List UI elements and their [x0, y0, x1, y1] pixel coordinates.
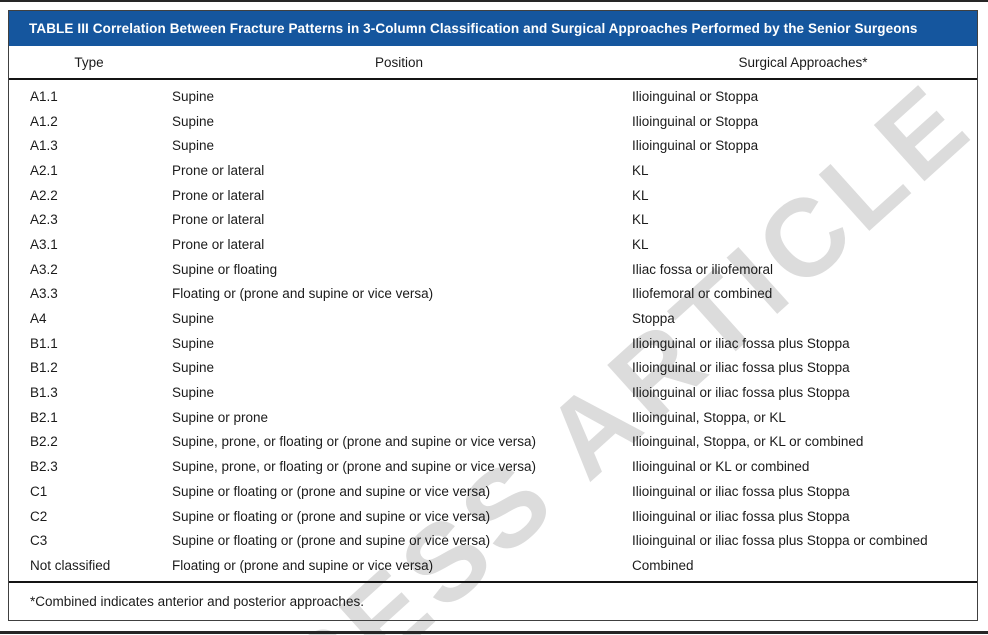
table-title: TABLE III Correlation Between Fracture P… [29, 21, 918, 36]
cell-position: Supine or floating or (prone and supine … [172, 483, 491, 499]
table-row: B1.3 Supine Ilioinguinal or iliac fossa … [9, 380, 977, 405]
cell-position: Supine or prone [172, 409, 269, 425]
cell-position: Supine [172, 88, 215, 104]
cell-approaches: Iliac fossa or iliofemoral [632, 261, 774, 277]
table-row: B1.2 Supine Ilioinguinal or iliac fossa … [9, 356, 977, 381]
table-row: C2 Supine or floating or (prone and supi… [9, 504, 977, 529]
page-top-rule [0, 0, 988, 2]
cell-type: A3.1 [30, 236, 58, 252]
cell-type: B2.2 [30, 434, 58, 450]
cell-position: Supine or floating [172, 261, 278, 277]
cell-type: B1.2 [30, 360, 58, 376]
cell-position: Prone or lateral [172, 236, 265, 252]
column-header-position: Position [374, 54, 424, 70]
cell-position: Supine, prone, or floating or (prone and… [172, 434, 536, 450]
cell-type: B2.1 [30, 409, 58, 425]
cell-position: Prone or lateral [172, 162, 265, 178]
cell-approaches: KL [632, 187, 649, 203]
cell-approaches: Ilioinguinal or iliac fossa plus Stoppa [632, 385, 850, 401]
cell-type: A2.2 [30, 187, 58, 203]
cell-approaches: Ilioinguinal or iliac fossa plus Stoppa [632, 360, 850, 376]
table-row: B1.1 Supine Ilioinguinal or iliac fossa … [9, 331, 977, 356]
page-bottom-rule [0, 631, 988, 634]
cell-position: Prone or lateral [172, 212, 265, 228]
cell-type: A1.2 [30, 113, 58, 129]
cell-approaches: Stoppa [632, 311, 675, 327]
table-row: A2.2 Prone or lateral KL [9, 183, 977, 208]
cell-type: C2 [30, 508, 48, 524]
table-row: A2.3 Prone or lateral KL [9, 207, 977, 232]
cell-approaches: Ilioinguinal or iliac fossa plus Stoppa [632, 508, 850, 524]
footnote-text: *Combined indicates anterior and posteri… [30, 594, 364, 609]
cell-approaches: Ilioinguinal or Stoppa [632, 113, 759, 129]
cell-type: B1.3 [30, 385, 58, 401]
column-header-type: Type [74, 54, 104, 70]
table-row: B2.1 Supine or prone Ilioinguinal, Stopp… [9, 405, 977, 430]
cell-position: Prone or lateral [172, 187, 265, 203]
cell-approaches: Ilioinguinal or iliac fossa plus Stoppa … [632, 533, 928, 549]
cell-type: C3 [30, 533, 48, 549]
table-row: A1.2 Supine Ilioinguinal or Stoppa [9, 109, 977, 134]
cell-type: A3.2 [30, 261, 58, 277]
cell-approaches: Ilioinguinal or KL or combined [632, 459, 810, 475]
cell-approaches: Ilioinguinal, Stoppa, or KL [632, 409, 786, 425]
cell-position: Floating or (prone and supine or vice ve… [172, 557, 434, 573]
cell-position: Supine, prone, or floating or (prone and… [172, 459, 536, 475]
cell-position: Supine [172, 138, 215, 154]
cell-approaches: Ilioinguinal, Stoppa, or KL or combined [632, 434, 864, 450]
cell-position: Supine [172, 385, 215, 401]
cell-type: B1.1 [30, 335, 58, 351]
cell-position: Supine [172, 360, 215, 376]
cell-position: Floating or (prone and supine or vice ve… [172, 286, 434, 302]
cell-position: Supine [172, 335, 215, 351]
table-row: A3.1 Prone or lateral KL [9, 232, 977, 257]
table-row: A1.3 Supine Ilioinguinal or Stoppa [9, 133, 977, 158]
table-row: C1 Supine or floating or (prone and supi… [9, 479, 977, 504]
table-title-bar: TABLE III Correlation Between Fracture P… [9, 11, 977, 46]
cell-type: B2.3 [30, 459, 58, 475]
cell-approaches: Ilioinguinal or iliac fossa plus Stoppa [632, 483, 850, 499]
table-row: Not classified Floating or (prone and su… [9, 553, 977, 578]
cell-position: Supine [172, 113, 215, 129]
table: TABLE III Correlation Between Fracture P… [8, 10, 978, 621]
cell-approaches: KL [632, 236, 649, 252]
cell-type: Not classified [30, 557, 111, 573]
cell-type: A1.3 [30, 138, 58, 154]
cell-type: A4 [30, 311, 47, 327]
cell-approaches: KL [632, 162, 649, 178]
cell-approaches: Iliofemoral or combined [632, 286, 773, 302]
table-row: A3.2 Supine or floating Iliac fossa or i… [9, 257, 977, 282]
table-footnote: *Combined indicates anterior and posteri… [9, 581, 977, 620]
cell-type: A2.1 [30, 162, 58, 178]
cell-approaches: Ilioinguinal or Stoppa [632, 138, 759, 154]
cell-approaches: Ilioinguinal or Stoppa [632, 88, 759, 104]
cell-type: A3.3 [30, 286, 58, 302]
table-row: A1.1 Supine Ilioinguinal or Stoppa [9, 84, 977, 109]
cell-position: Supine [172, 311, 215, 327]
cell-position: Supine or floating or (prone and supine … [172, 508, 491, 524]
table-row: A3.3 Floating or (prone and supine or vi… [9, 282, 977, 307]
column-header-surgical-approaches: Surgical Approaches* [738, 54, 868, 70]
cell-approaches: Ilioinguinal or iliac fossa plus Stoppa [632, 335, 850, 351]
cell-approaches: KL [632, 212, 649, 228]
table-row: B2.3 Supine, prone, or floating or (pron… [9, 454, 977, 479]
table-row: C3 Supine or floating or (prone and supi… [9, 528, 977, 553]
table-column-headers: Type Position Surgical Approaches* [9, 46, 977, 80]
cell-position: Supine or floating or (prone and supine … [172, 533, 491, 549]
table-row: A2.1 Prone or lateral KL [9, 158, 977, 183]
table-body: A1.1 Supine Ilioinguinal or Stoppa A1.2 … [9, 80, 977, 578]
cell-type: A2.3 [30, 212, 58, 228]
cell-type: C1 [30, 483, 48, 499]
table-row: A4 Supine Stoppa [9, 306, 977, 331]
cell-type: A1.1 [30, 88, 58, 104]
cell-approaches: Combined [632, 557, 694, 573]
table-row: B2.2 Supine, prone, or floating or (pron… [9, 430, 977, 455]
